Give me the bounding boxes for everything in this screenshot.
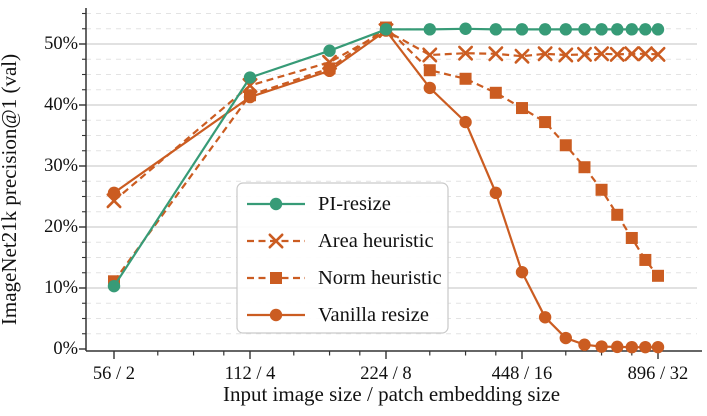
series-pi-resize-line: [113, 27, 658, 287]
y-tick-label: 10%: [44, 278, 78, 298]
legend-item-area-heuristic: Area heuristic: [247, 230, 434, 252]
norm-heuristic-marker: [244, 89, 256, 102]
norm-heuristic-marker: [459, 72, 472, 85]
vanilla-resize-marker: [651, 340, 665, 354]
pi-resize-marker: [639, 23, 652, 36]
series-vanilla-resize-line: [113, 29, 658, 349]
pi-resize-marker: [323, 44, 336, 57]
y-tick-label: 30%: [44, 156, 78, 176]
area-heuristic-marker: [488, 46, 504, 62]
y-axis-label: ImageNet21k precision@1 (val): [0, 54, 21, 325]
legend-item-pi-resize-label: PI-resize: [318, 193, 391, 215]
x-axis-label: Input image size / patch embedding size: [223, 382, 560, 406]
pi-resize-marker: [423, 23, 436, 36]
series-norm-heuristic: [108, 21, 664, 288]
x-tick-label: 56 / 2: [93, 364, 135, 384]
legend: PI-resize Area heuristic Norm heuristic Van…: [236, 182, 449, 334]
x-tick-label: 448 / 16: [492, 364, 553, 384]
norm-heuristic-marker: [611, 208, 624, 221]
pi-resize-marker: [651, 23, 665, 36]
y-tick-label: 0%: [53, 339, 78, 359]
area-heuristic-marker: [624, 46, 640, 62]
legend-item-pi-resize: PI-resize: [247, 193, 391, 215]
y-tick-label: 40%: [44, 95, 78, 115]
area-heuristic-marker: [558, 47, 574, 63]
vanilla-resize-marker: [578, 338, 591, 351]
pi-resize-marker: [595, 23, 608, 36]
series-area-heuristic: [106, 23, 666, 209]
legend-area-heuristic-marker: [268, 233, 284, 249]
legend-item-vanilla-resize-label: Vanilla resize: [318, 304, 429, 326]
area-heuristic-marker: [650, 46, 666, 62]
vanilla-resize-marker: [459, 115, 472, 129]
vanilla-resize-marker: [559, 331, 572, 345]
legend-norm-heuristic-marker: [270, 272, 282, 284]
area-heuristic-marker: [458, 45, 474, 61]
area-heuristic-marker: [514, 48, 530, 64]
vanilla-resize-marker: [515, 265, 529, 279]
norm-heuristic-marker: [578, 161, 591, 174]
vanilla-resize-marker: [107, 186, 121, 200]
pi-resize-marker: [243, 71, 257, 84]
vanilla-resize-marker: [611, 340, 624, 354]
norm-heuristic-marker: [423, 64, 436, 77]
pi-resize-marker: [625, 23, 639, 36]
norm-heuristic-marker: [652, 269, 664, 282]
vanilla-resize-marker: [639, 340, 652, 354]
vanilla-resize-marker: [625, 340, 639, 354]
area-heuristic-marker: [609, 46, 625, 62]
vanilla-resize-marker: [538, 311, 552, 324]
legend-item-vanilla-resize: Vanilla resize: [247, 304, 429, 326]
legend-box: [236, 182, 449, 334]
area-heuristic-marker: [537, 46, 553, 62]
pi-resize-marker: [515, 23, 529, 36]
y-tick-label: 50%: [44, 34, 78, 54]
pi-resize-marker: [489, 23, 503, 36]
norm-heuristic-marker: [559, 139, 572, 152]
pi-resize-marker: [107, 279, 121, 293]
series-area-heuristic-line: [113, 29, 659, 202]
norm-heuristic-marker: [595, 183, 608, 196]
pi-resize-marker: [559, 23, 572, 36]
norm-heuristic-marker: [539, 116, 552, 129]
legend-item-area-heuristic-label: Area heuristic: [318, 230, 434, 252]
pi-resize-marker: [578, 23, 591, 36]
legend-item-norm-heuristic: Norm heuristic: [247, 267, 442, 289]
vanilla-resize-marker: [423, 81, 436, 95]
norm-heuristic-marker: [516, 102, 528, 115]
norm-heuristic-marker: [323, 62, 336, 75]
y-tick-label: 20%: [44, 217, 78, 237]
norm-heuristic-marker: [639, 253, 652, 266]
pi-resize-marker: [459, 22, 472, 35]
vanilla-resize-marker: [489, 186, 503, 200]
pi-resize-marker: [379, 23, 393, 36]
x-tick-label: 896 / 32: [628, 364, 689, 384]
series-norm-heuristic-line: [113, 26, 659, 282]
pi-resize-marker: [538, 23, 552, 36]
series-pi-resize: [107, 22, 665, 293]
norm-heuristic-marker: [489, 86, 502, 99]
area-heuristic-marker: [576, 46, 592, 62]
pi-resize-marker: [611, 23, 624, 36]
vanilla-resize-marker: [595, 340, 608, 353]
area-heuristic-marker: [637, 46, 653, 62]
x-tick-label: 224 / 8: [360, 364, 411, 384]
x-tick-label: 112 / 4: [225, 364, 276, 384]
area-heuristic-marker: [422, 47, 438, 63]
legend-item-norm-heuristic-label: Norm heuristic: [318, 267, 442, 289]
area-heuristic-marker: [594, 46, 610, 62]
legend-pi-resize-marker: [269, 197, 283, 211]
norm-heuristic-marker: [625, 231, 638, 244]
legend-vanilla-resize-marker: [269, 308, 283, 322]
